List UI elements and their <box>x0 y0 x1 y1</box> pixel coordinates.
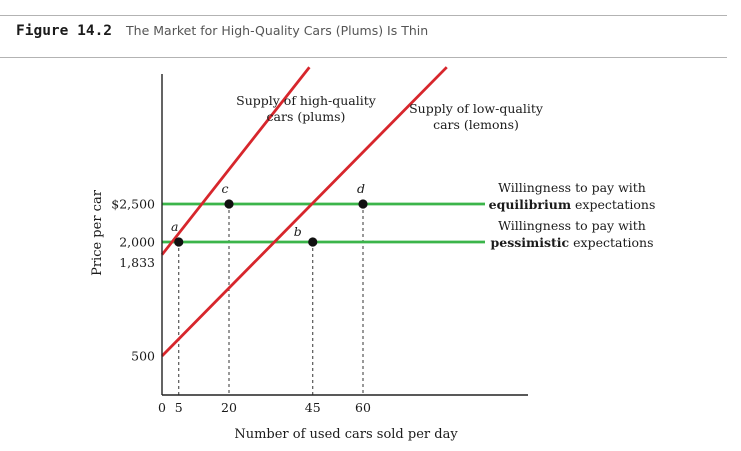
y-tick-label: 1,833 <box>119 255 155 270</box>
willingness-label-tail: expectations <box>569 235 653 250</box>
point-label: d <box>357 181 365 196</box>
x-tick-label: 0 <box>158 400 166 415</box>
point-marker <box>224 199 234 209</box>
supply-line <box>160 66 311 256</box>
supply-label: cars (plums) <box>267 109 346 124</box>
willingness-label-line1: Willingness to pay with <box>498 180 646 195</box>
top-rule <box>0 15 727 16</box>
willingness-label-tail: expectations <box>571 197 655 212</box>
x-tick-label: 45 <box>305 400 321 415</box>
axes: Number of used cars sold per day Price pe… <box>90 74 528 442</box>
header-rule <box>0 57 727 58</box>
willingness-label-bold: equilibrium <box>489 197 571 212</box>
supply-label: Supply of high-quality <box>236 93 377 108</box>
equilibrium-points: a c b d <box>171 181 368 247</box>
figure-title: The Market for High-Quality Cars (Plums)… <box>126 23 429 38</box>
x-tick-label: 60 <box>355 400 371 415</box>
x-axis-title: Number of used cars sold per day <box>234 427 458 442</box>
point-marker <box>174 237 184 247</box>
supply-line <box>161 66 448 357</box>
point-label: a <box>171 219 178 234</box>
y-axis-title: Price per car <box>90 189 105 276</box>
figure-header: Figure 14.2 The Market for High-Quality … <box>16 22 428 40</box>
point-marker <box>308 237 318 247</box>
willingness-label-line2: pessimistic expectations <box>491 235 654 250</box>
willingness-label-line1: Willingness to pay with <box>498 218 646 233</box>
x-tick-label: 5 <box>175 400 183 415</box>
supply-label: cars (lemons) <box>433 117 519 132</box>
series-labels: Willingness to pay with equilibrium expec… <box>236 93 655 250</box>
willingness-label-bold: pessimistic <box>491 235 570 250</box>
supply-lines <box>160 66 448 357</box>
y-tick-label: 2,000 <box>119 235 155 250</box>
y-tick-label: 500 <box>131 349 155 364</box>
tick-labels: $2,500 2,000 1,833 500 0 5 20 45 60 <box>111 197 371 416</box>
point-label: b <box>294 224 302 239</box>
supply-label: Supply of low-quality <box>409 101 544 116</box>
willingness-lines <box>162 202 485 244</box>
figure-number: Figure 14.2 <box>16 23 113 39</box>
y-tick-label: $2,500 <box>111 197 155 212</box>
guide-lines <box>178 204 364 395</box>
willingness-label-line2: equilibrium expectations <box>489 197 656 212</box>
x-tick-label: 20 <box>221 400 237 415</box>
point-marker <box>358 199 368 209</box>
point-label: c <box>221 181 228 196</box>
